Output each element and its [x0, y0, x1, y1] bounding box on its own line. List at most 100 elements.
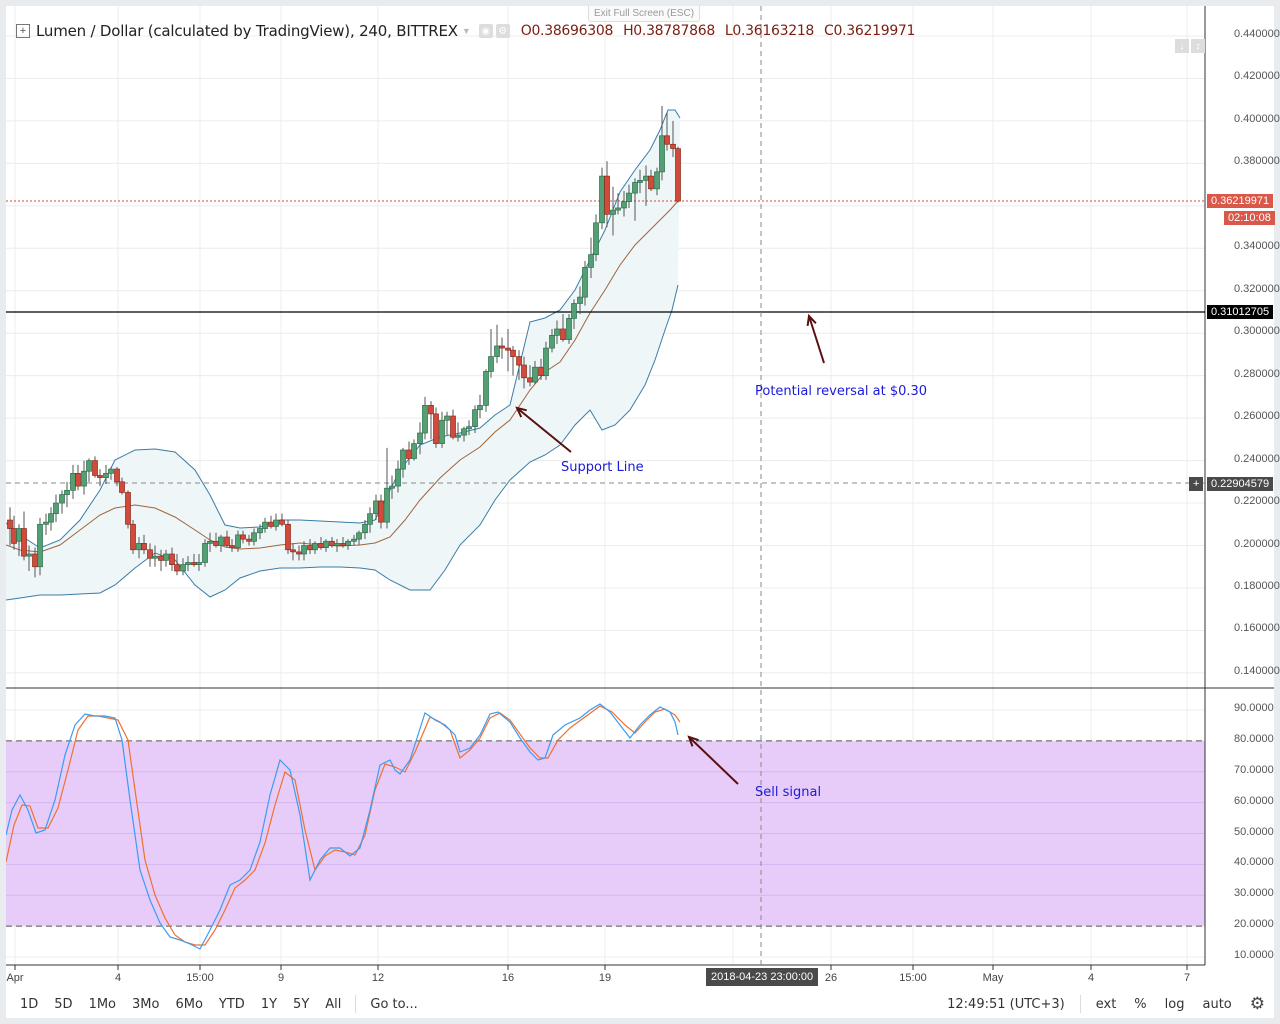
log-toggle[interactable]: log — [1164, 996, 1185, 1012]
range-button-5y[interactable]: 5Y — [293, 996, 310, 1012]
oscillator-tick-label: 80.0000 — [1234, 732, 1274, 745]
candle-up — [16, 528, 22, 542]
candle-down — [75, 472, 81, 487]
time-tick-label: 4 — [114, 972, 122, 984]
time-tick-label: 15:00 — [899, 972, 927, 984]
candle-down — [97, 475, 103, 478]
candle-up — [185, 562, 191, 565]
high-value: H0.38787868 — [623, 23, 715, 39]
range-button-5d[interactable]: 5D — [54, 996, 73, 1012]
candle-up — [301, 545, 307, 555]
percent-toggle[interactable]: % — [1134, 996, 1147, 1012]
arrow-down-icon[interactable]: ↓ — [1175, 39, 1189, 53]
candle-down — [406, 449, 412, 459]
time-tick-label: 16 — [501, 972, 515, 984]
candle-down — [240, 534, 246, 540]
range-button-1d[interactable]: 1D — [20, 996, 39, 1012]
candle-down — [130, 523, 136, 551]
support-arrow-icon — [516, 407, 572, 453]
candle-down — [318, 543, 324, 548]
range-button-6mo[interactable]: 6Mo — [175, 996, 203, 1012]
chevron-down-icon[interactable]: ▼ — [461, 26, 471, 36]
ohlc-values: O0.38696308 H0.38787868 L0.36163218 C0.3… — [521, 23, 916, 39]
candle-up — [108, 468, 114, 474]
candle-down — [174, 564, 180, 572]
annotation-potential-reversal[interactable]: Potential reversal at $0.30 — [755, 384, 928, 399]
time-tick-label: 9 — [277, 972, 285, 984]
price-tick-label: 0.38000000 — [1234, 155, 1280, 168]
price-tick-label: 0.32000000 — [1234, 282, 1280, 295]
candle-down — [119, 481, 125, 493]
candle-down — [125, 492, 131, 525]
candle-down — [114, 468, 120, 483]
stochastic-d-line — [6, 705, 681, 946]
support-arrow-icon-head — [515, 406, 527, 418]
candle-down — [32, 553, 38, 568]
symbol-title[interactable]: Lumen / Dollar (calculated by TradingVie… — [36, 22, 458, 40]
candle-down — [499, 345, 505, 349]
crosshair-add-icon[interactable]: + — [1189, 477, 1204, 491]
bollinger-lower-band — [6, 284, 679, 601]
range-button-all[interactable]: All — [325, 996, 342, 1012]
arrow-updown-icon[interactable]: ↕ — [1191, 39, 1205, 53]
candle-up — [257, 528, 263, 534]
price-chart-canvas[interactable] — [6, 6, 1274, 1018]
candle-down — [7, 519, 13, 529]
pane-controls: ↓ ↕ — [1175, 39, 1205, 53]
reversal-arrow-icon — [808, 315, 825, 364]
annotation-support-line[interactable]: Support Line — [561, 460, 644, 475]
goto-button[interactable]: Go to... — [370, 996, 418, 1012]
symbol-legend: + Lumen / Dollar (calculated by TradingV… — [16, 20, 915, 42]
clock-timezone[interactable]: 12:49:51 (UTC+3) — [947, 996, 1065, 1012]
range-button-3mo[interactable]: 3Mo — [132, 996, 160, 1012]
candle-up — [53, 502, 59, 515]
candle-up — [218, 536, 224, 546]
range-button-ytd[interactable]: YTD — [218, 996, 245, 1012]
candle-down — [450, 415, 456, 438]
candle-up — [235, 534, 241, 548]
candle-down — [648, 175, 654, 190]
candle-up — [532, 366, 538, 383]
oscillator-tick-label: 90.0000 — [1234, 702, 1274, 714]
annotation-sell-signal[interactable]: Sell signal — [755, 785, 822, 800]
ext-toggle[interactable]: ext — [1095, 996, 1117, 1012]
visibility-eye-icon[interactable]: ◉ — [478, 24, 493, 38]
candle-down — [670, 143, 676, 149]
candle-up — [136, 543, 142, 551]
crosshair-time-label: 2018-04-23 23:00:00 — [706, 968, 819, 986]
candle-up — [48, 513, 54, 523]
gear-icon[interactable]: ⚙ — [495, 24, 510, 38]
gear-icon[interactable]: ⚙ — [1249, 994, 1265, 1014]
candle-up — [494, 345, 500, 357]
candle-up — [417, 432, 423, 444]
price-tick-label: 0.18000000 — [1234, 579, 1280, 592]
candle-up — [163, 553, 169, 561]
oscillator-tick-label: 60.0000 — [1234, 794, 1274, 807]
range-button-1mo[interactable]: 1Mo — [88, 996, 117, 1012]
candle-up — [659, 135, 665, 173]
candle-up — [70, 472, 76, 491]
exit-fullscreen-button[interactable]: Exit Full Screen (ESC) — [588, 6, 701, 22]
price-tick-label: 0.28000000 — [1234, 367, 1280, 380]
candle-down — [290, 549, 296, 553]
candle-up — [571, 303, 577, 319]
oscillator-tick-label: 20.0000 — [1234, 918, 1274, 931]
time-tick-label: 4 — [1087, 972, 1095, 984]
candle-down — [560, 328, 566, 340]
auto-toggle[interactable]: auto — [1202, 996, 1232, 1012]
price-tick-label: 0.40000000 — [1234, 112, 1280, 125]
candle-up — [439, 419, 445, 444]
candle-up — [81, 470, 87, 487]
candle-down — [604, 175, 610, 215]
candle-down — [169, 553, 175, 565]
candle-up — [477, 405, 483, 410]
candle-up — [588, 254, 594, 268]
candle-up — [26, 553, 32, 557]
collapse-legend-icon[interactable]: + — [16, 24, 30, 38]
candle-down — [505, 347, 511, 351]
oscillator-tick-label: 50.0000 — [1234, 825, 1274, 838]
candle-up — [621, 201, 627, 209]
current-price-tag: 0.36219971 — [1207, 194, 1274, 208]
range-button-1y[interactable]: 1Y — [260, 996, 278, 1012]
candle-up — [384, 487, 390, 523]
